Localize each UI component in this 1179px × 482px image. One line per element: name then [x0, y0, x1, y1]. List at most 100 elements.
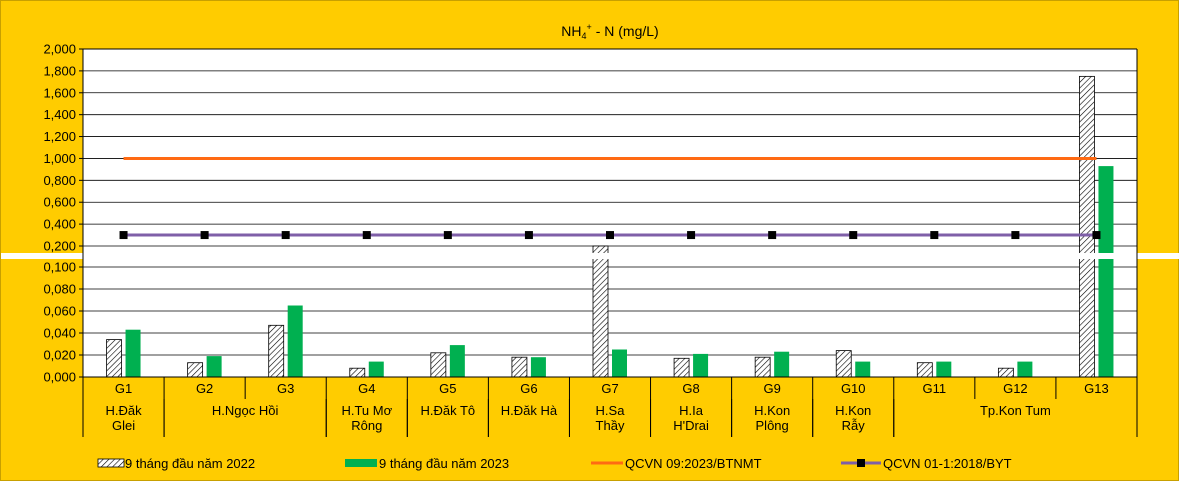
axes	[1, 48, 1179, 378]
qcvn-01-marker	[524, 231, 533, 240]
qcvn-01-marker	[119, 231, 128, 240]
x-tick-label: G7	[601, 381, 618, 396]
bar-2022	[997, 367, 1014, 378]
qcvn-01-marker	[687, 231, 696, 240]
x-tick-label: G9	[763, 381, 780, 396]
y-tick-labels: 0,000 0,020 0,040 0,060 0,080 0,100 0,200 0,400…	[43, 42, 76, 385]
gridlines	[79, 48, 1137, 378]
bar-2022	[106, 339, 122, 378]
qcvn-01-marker	[930, 231, 939, 240]
x-tick-label: G11	[923, 381, 947, 396]
x-tick-label: G12	[1003, 381, 1028, 396]
y-tick-label: 2,000	[43, 42, 76, 57]
legend-swatch-2022	[97, 458, 125, 468]
group-label: Rẫy	[842, 418, 866, 433]
legend: 9 tháng đầu năm 2022 9 tháng đầu năm 2023…	[97, 456, 1012, 471]
qcvn-01-marker	[362, 231, 371, 240]
bar-2022	[592, 245, 609, 378]
y-tick-label: 0,020	[43, 348, 76, 363]
bar-2022	[673, 357, 690, 378]
qcvn-01-marker	[1092, 231, 1101, 240]
y-tick-label: 0,200	[43, 239, 76, 254]
qcvn-01-marker	[768, 231, 777, 240]
title-main: NH	[561, 23, 581, 39]
y-tick-label: 0,000	[43, 370, 76, 385]
bar-2023	[1017, 361, 1033, 377]
group-label: Thầy	[596, 418, 625, 433]
group-label: H.Tu Mơ	[341, 403, 392, 418]
y-tick-label: 1,600	[43, 85, 76, 100]
y-tick-label: 1,800	[43, 63, 76, 78]
bars	[106, 75, 1114, 378]
bar-2023	[612, 349, 627, 377]
group-label: Rông	[351, 418, 382, 433]
x-tick-label: G5	[439, 381, 456, 396]
y-tick-label: 0,060	[43, 304, 76, 319]
y-tick-label: 0,080	[43, 282, 76, 297]
bar-2022	[349, 367, 366, 378]
group-label: H.Đăk Hà	[501, 403, 558, 418]
group-label: Glei	[112, 418, 135, 433]
axis-break-band	[1, 253, 1179, 259]
group-label: H'Drai	[673, 418, 709, 433]
legend-label-2022: 9 tháng đầu năm 2022	[125, 456, 255, 471]
qcvn-01-marker	[606, 231, 614, 240]
qcvn-01-marker	[849, 231, 858, 240]
legend-swatch-2023	[345, 459, 377, 467]
group-label: Plông	[756, 418, 789, 433]
bar-2023	[368, 361, 384, 377]
y-tick-label: 0,100	[43, 260, 76, 275]
bar-2023	[287, 305, 303, 377]
group-label: H.Kon	[754, 403, 790, 418]
legend-label-qcvn-09: QCVN 09:2023/BTNMT	[625, 456, 762, 471]
x-tick-label: G3	[277, 381, 294, 396]
bar-2023	[693, 353, 709, 377]
group-label: H.Kon	[835, 403, 871, 418]
qcvn-01-marker	[1011, 231, 1020, 240]
x-tick-label: G4	[358, 381, 375, 396]
title-sup: +	[587, 22, 592, 32]
bar-2022	[754, 356, 771, 378]
bar-2023	[530, 357, 546, 377]
qcvn-01-marker	[443, 231, 452, 240]
qcvn-01-marker	[281, 231, 290, 240]
plot-area	[83, 49, 1137, 377]
y-tick-label: 0,040	[43, 326, 76, 341]
y-tick-label: 1,200	[43, 129, 76, 144]
title-rest: - N (mg/L)	[592, 23, 659, 39]
bar-2023	[206, 356, 222, 377]
group-label: H.Đăk	[105, 403, 142, 418]
x-tick-label: G10	[841, 381, 866, 396]
y-tick-label: 0,400	[43, 217, 76, 232]
x-tick-label: G8	[682, 381, 699, 396]
legend-marker-qcvn-01	[857, 459, 865, 467]
bar-2022	[916, 362, 933, 378]
title-sub: 4	[582, 31, 587, 41]
y-tick-label: 0,600	[43, 195, 76, 210]
legend-label-2023: 9 tháng đầu năm 2023	[379, 456, 509, 471]
bar-2022	[268, 324, 285, 378]
bar-2023	[936, 361, 952, 377]
x-tick-label: G2	[196, 381, 213, 396]
group-label: H.Ngọc Hồi	[212, 403, 279, 418]
chart-title: NH4+ - N (mg/L)	[561, 22, 658, 41]
bar-2022	[187, 362, 204, 378]
bar-2023	[774, 351, 790, 377]
x-tick-label: G13	[1084, 381, 1109, 396]
bar-2022	[835, 350, 852, 378]
reference-lines	[119, 156, 1101, 240]
bar-2022	[430, 352, 447, 378]
group-label: Tp.Kon Tum	[980, 403, 1051, 418]
bar-2022	[511, 356, 528, 378]
bar-2022	[1079, 75, 1095, 378]
y-tick-label: 1,400	[43, 107, 76, 122]
y-tick-label: 0,800	[43, 173, 76, 188]
y-tick-label: 1,000	[43, 151, 76, 166]
bar-2023	[1098, 166, 1114, 377]
bar-2023	[855, 361, 871, 377]
bar-2023	[125, 329, 141, 377]
group-label: H.Sa	[596, 403, 626, 418]
